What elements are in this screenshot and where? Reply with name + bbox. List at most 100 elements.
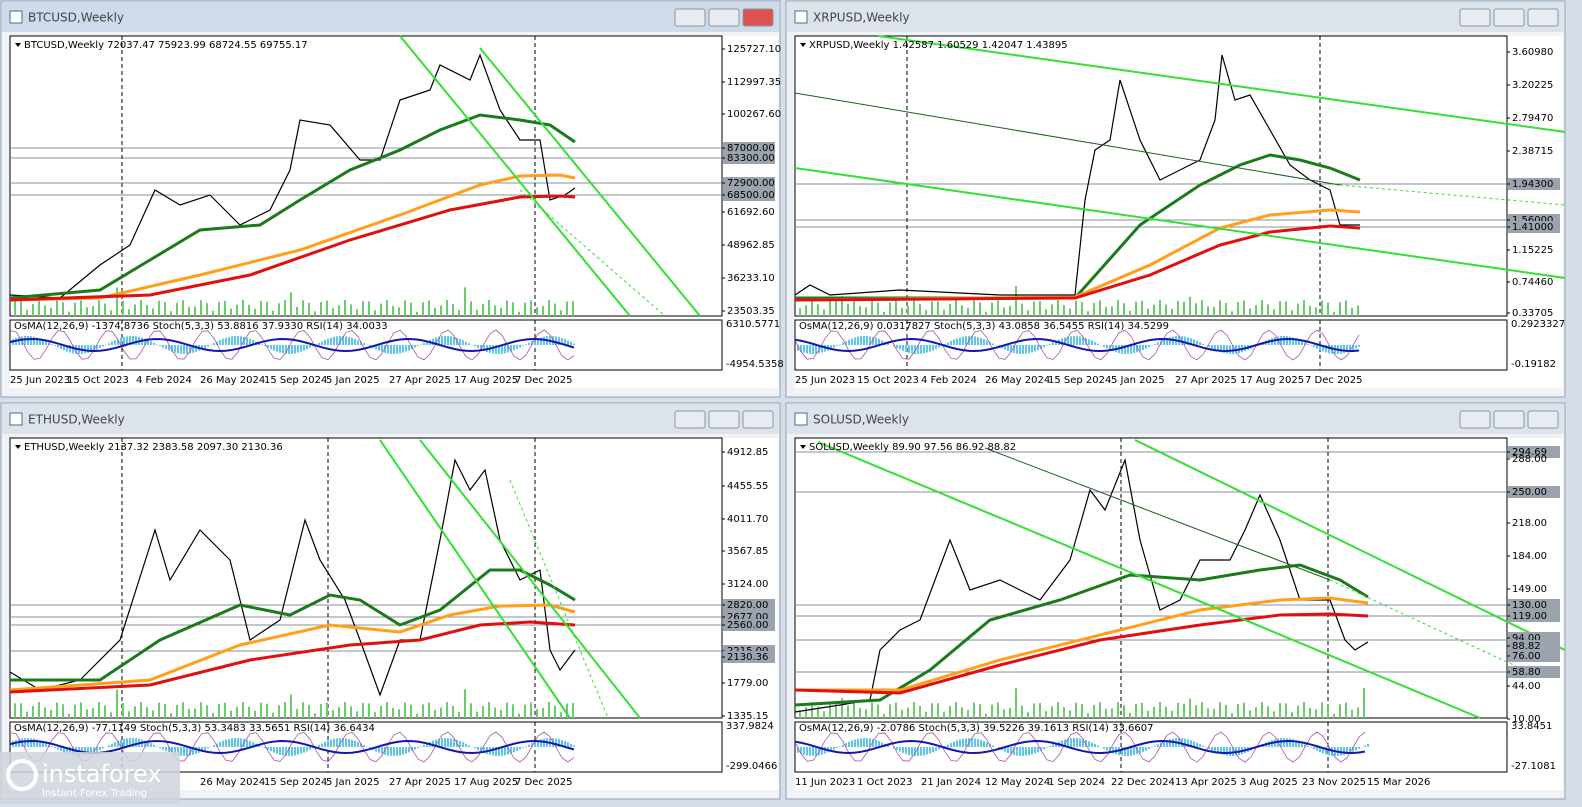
osma-bar [944,746,946,747]
osma-bar [525,746,527,747]
osma-bar [114,340,116,345]
osma-bar [144,338,146,345]
osma-bar [1031,345,1033,353]
osma-bar [1055,340,1057,345]
osma-bar [258,342,260,345]
price-label: 112997.35 [727,77,781,88]
collapse-arrow[interactable] [15,445,21,449]
osma-bar [171,747,173,754]
volume-bar [200,300,202,316]
osma-bar [99,345,101,349]
osma-bar [1214,345,1216,350]
date-label: 5 Jan 2025 [1111,375,1165,386]
osma-bar [1298,741,1300,747]
collapse-arrow[interactable] [800,43,806,47]
osma-bar [156,746,158,747]
osma-bar [1163,741,1165,747]
osma-bar [1202,745,1204,747]
osma-bar [498,345,500,354]
osma-bar [1127,747,1129,756]
osma-bar [420,746,422,747]
volume-bar [26,711,28,718]
maximize-button[interactable] [1493,8,1525,27]
minimize-button[interactable] [674,410,706,429]
osma-bar [1040,345,1042,349]
volume-bar [1297,303,1299,316]
close-button[interactable] [742,8,774,27]
osma-bar [1286,738,1288,747]
close-button[interactable] [742,410,774,429]
osma-bar [1280,336,1282,345]
volume-bar [14,703,16,718]
volume-bar [62,302,64,316]
osma-bar [84,747,86,756]
volume-bar [182,300,184,316]
osma-bar [126,738,128,747]
minimize-button[interactable] [674,8,706,27]
collapse-arrow[interactable] [15,43,21,47]
osma-bar [531,743,533,747]
minimize-button[interactable] [1459,410,1491,429]
volume-bar [1249,710,1251,718]
volume-bar [86,709,88,718]
osma-bar [69,345,71,353]
osma-bar [1076,738,1078,747]
volume-bar [134,706,136,718]
osma-bar [1169,337,1171,345]
osma-bar [815,345,817,354]
osma-bar [336,738,338,747]
volume-bar [512,302,514,316]
chart-window: XRPUSD,Weekly OsMA(12,26,9) 0.0317827 Sto… [785,0,1566,398]
close-button[interactable] [1527,8,1559,27]
osma-bar [899,345,901,350]
volume-bar [362,301,364,316]
osma-bar [129,336,131,345]
maximize-button[interactable] [708,410,740,429]
osma-bar [483,747,485,753]
osma-bar [1031,747,1033,755]
volume-bar [1081,703,1083,718]
osma-bar [447,738,449,747]
volume-bar [1135,703,1137,718]
osma-bar [276,345,278,352]
volume-bar [1231,713,1233,718]
osma-bar [270,747,272,752]
osma-bar [1202,343,1204,345]
volume-bar [248,304,250,316]
osma-bar [468,343,470,345]
osma-bar [555,738,557,747]
price-line [794,457,1369,713]
osma-bar [965,336,967,345]
osma-bar [1280,738,1282,747]
volume-bar [1249,308,1251,316]
osma-bar [1070,738,1072,747]
osma-bar [66,345,68,352]
close-button[interactable] [1527,410,1559,429]
price-label: 1.56000 [1512,215,1553,226]
collapse-arrow[interactable] [800,445,806,449]
ma-fast [10,568,576,682]
volume-bar [973,702,975,718]
volume-bar [530,300,532,316]
osma-bar [162,345,164,348]
date-label: 17 Aug 2025 [454,777,518,788]
osma-bar [339,738,341,747]
volume-bar [170,311,172,316]
volume-bar [1027,712,1029,718]
osma-bar [177,345,179,354]
volume-bar [1183,301,1185,316]
price-label: 1.15225 [1512,245,1553,256]
osma-bar [1082,739,1084,747]
volume-bar [464,287,466,316]
osma-bar [357,742,359,747]
osma-bar [375,345,377,350]
maximize-button[interactable] [708,8,740,27]
volume-bar [1345,702,1347,718]
osma-bar [399,747,401,756]
minimize-button[interactable] [1459,8,1491,27]
maximize-button[interactable] [1493,410,1525,429]
volume-bar [32,304,34,316]
osma-bar [1127,345,1129,354]
osma-bar [1145,345,1147,349]
osma-bar [1325,747,1327,755]
